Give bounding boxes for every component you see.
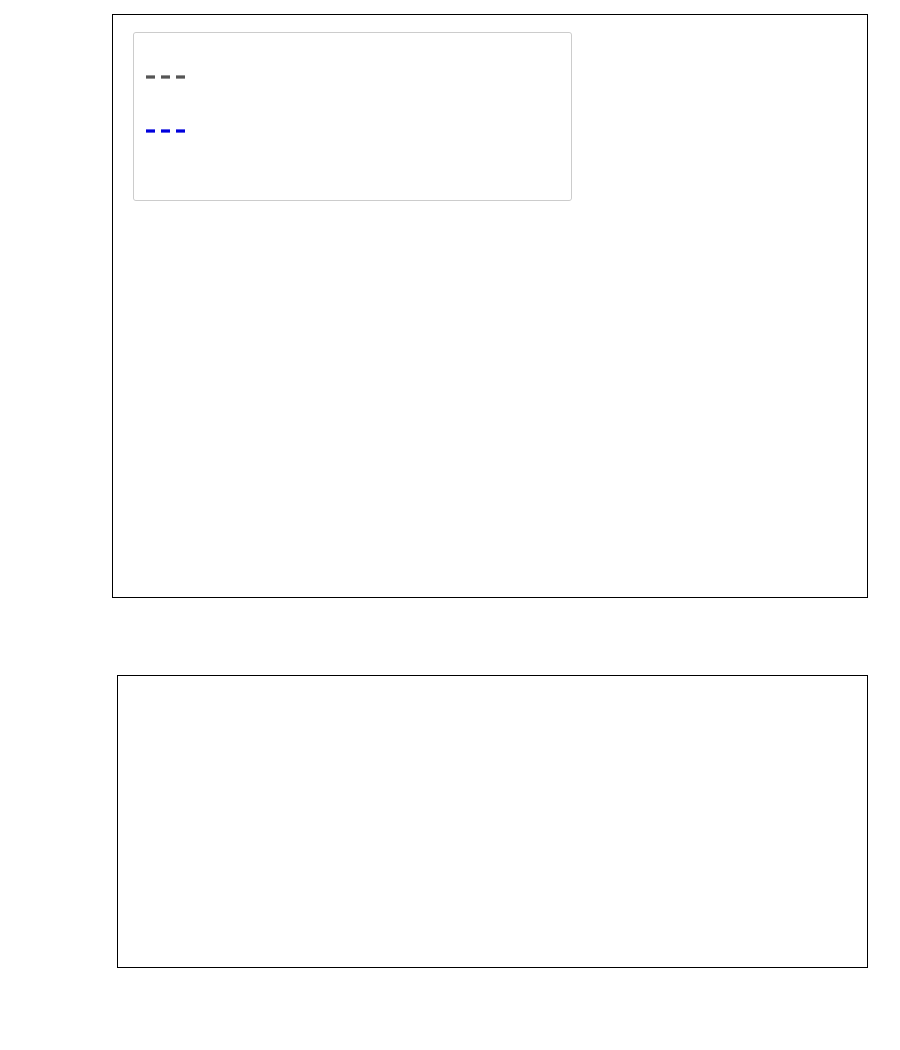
fit-residuals-plot (117, 675, 868, 968)
legend-handle-none-gamma (144, 90, 190, 116)
legend-entry-corrected (144, 173, 198, 199)
legend-entry-vignetting-coeff (144, 64, 198, 90)
legend-entry-fit (144, 118, 198, 144)
dashed-gray-line-icon (144, 64, 190, 90)
legend-entry-raw (144, 146, 198, 172)
legend-entry-gamma (144, 90, 198, 116)
dashed-blue-line-icon (144, 118, 190, 144)
fit-residuals-canvas (118, 676, 867, 967)
red-dot-icon (144, 146, 190, 172)
legend-entry-platepar (144, 37, 198, 63)
legend-handle-none-platepar (144, 37, 190, 63)
legend-box (133, 32, 572, 201)
blue-dot-icon (144, 173, 190, 199)
